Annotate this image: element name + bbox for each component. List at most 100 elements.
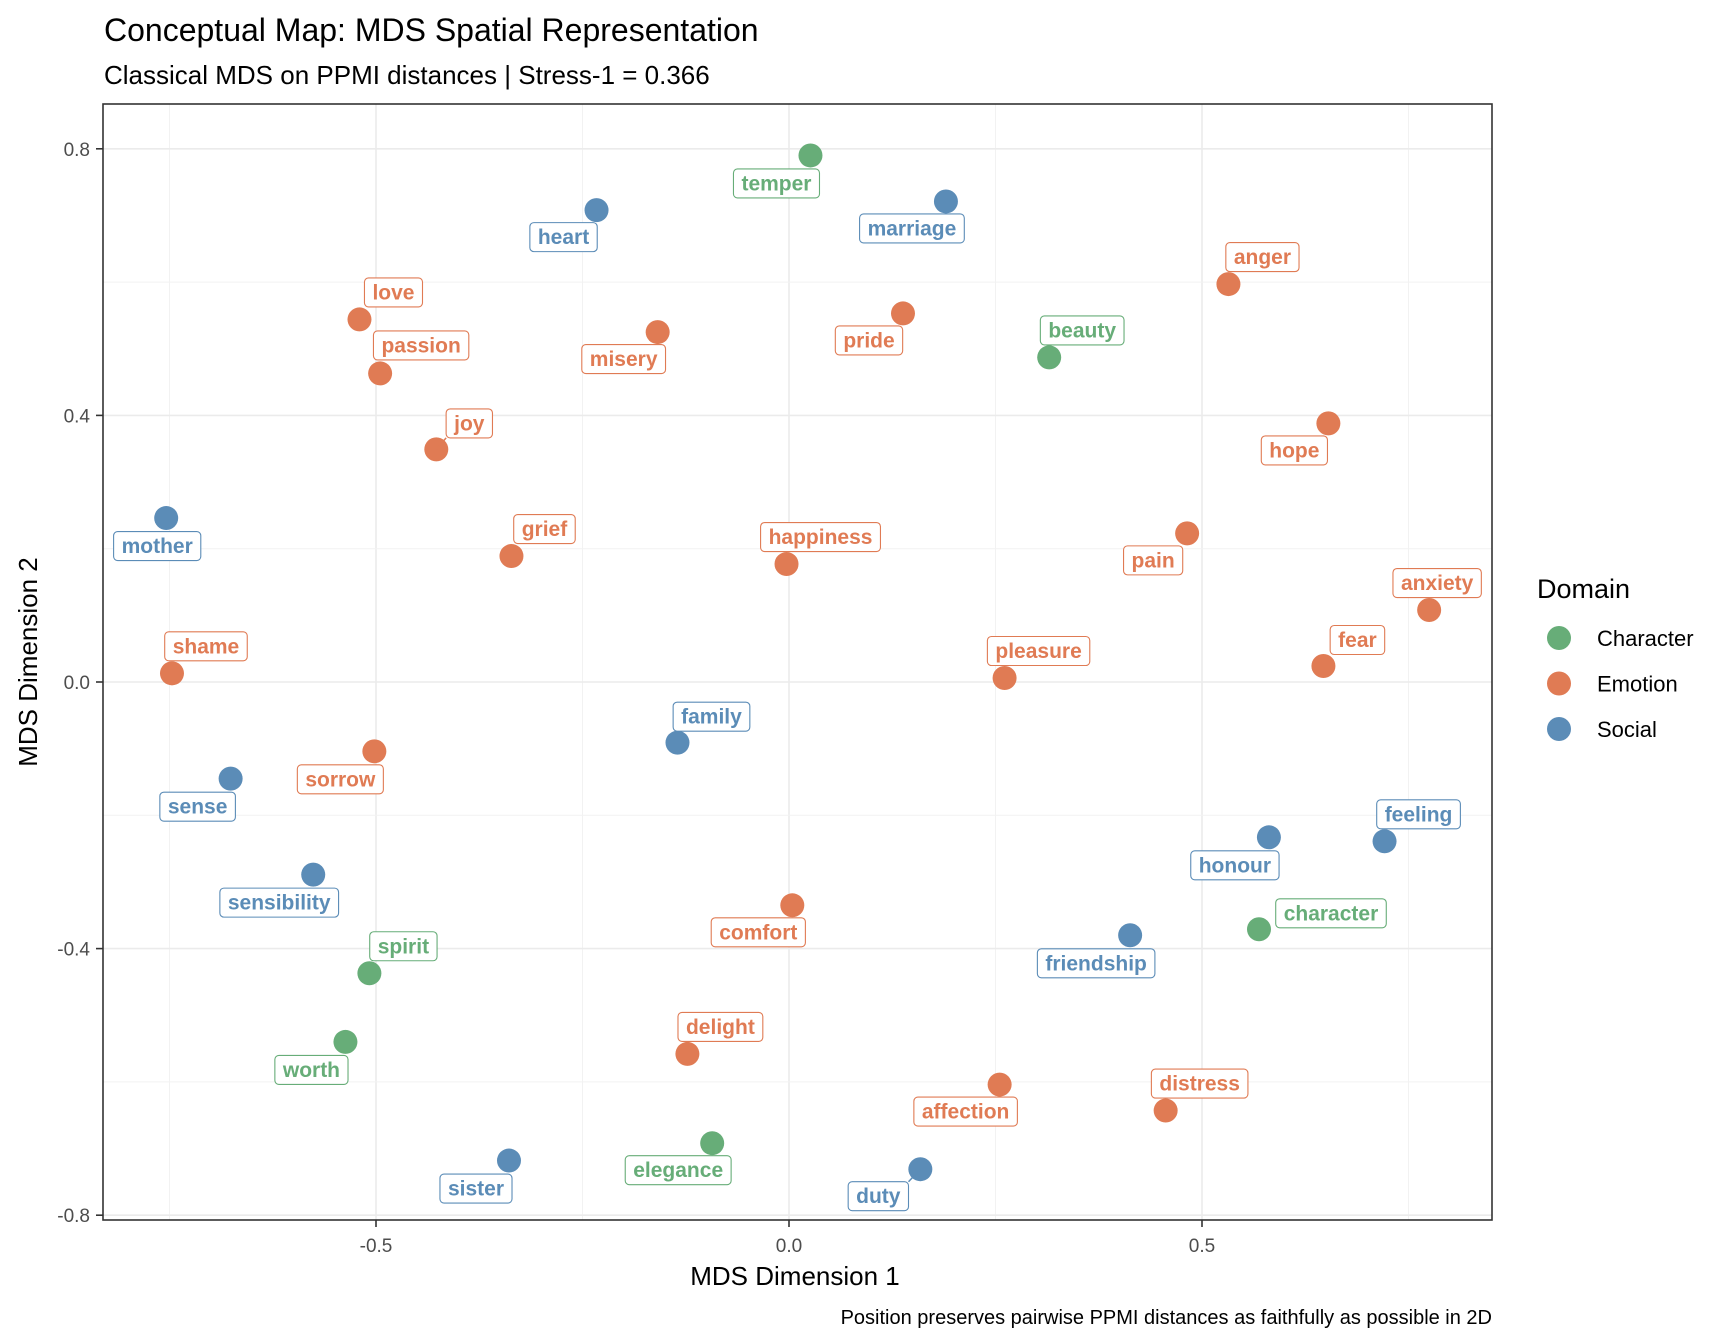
label-text: worth xyxy=(282,1059,340,1082)
point-label-fear: fear xyxy=(1329,624,1386,656)
point-label-comfort: comfort xyxy=(710,917,806,948)
label-box xyxy=(986,635,1091,667)
point-label-pride: pride xyxy=(834,325,904,356)
x-tick-label: 0.0 xyxy=(776,1236,802,1257)
label-box xyxy=(363,277,424,308)
labels-layer: temper heart marriage anger love passion miser… xyxy=(113,168,1482,1212)
point-pleasure xyxy=(992,666,1017,691)
label-box xyxy=(1392,567,1482,599)
point-label-happiness: happiness xyxy=(760,521,882,553)
label-box xyxy=(1225,242,1300,273)
label-text: happiness xyxy=(769,526,873,549)
point-passion xyxy=(368,361,393,386)
point-sense xyxy=(218,766,243,791)
label-box xyxy=(439,1173,513,1204)
axes: -0.5 0.0 0.5 -0.8 -0.4 0.0 0.4 0.8 xyxy=(57,140,1215,1257)
point-worth xyxy=(333,1029,358,1054)
point-label-temper: temper xyxy=(732,168,821,199)
label-text: anger xyxy=(1234,246,1291,269)
label-text: hope xyxy=(1269,439,1319,462)
label-box xyxy=(1036,948,1156,979)
label-box xyxy=(369,931,438,962)
label-text: delight xyxy=(686,1016,755,1039)
point-delight xyxy=(675,1041,700,1066)
x-tick-label: 0.5 xyxy=(1189,1236,1215,1257)
legend-title: Domain xyxy=(1537,574,1630,604)
label-box xyxy=(624,1155,732,1186)
chart-subtitle: Classical MDS on PPMI distances | Stress… xyxy=(104,60,710,90)
point-misery xyxy=(645,320,670,345)
point-love xyxy=(347,307,372,332)
label-connector xyxy=(907,1168,921,1183)
label-text: sorrow xyxy=(305,768,376,791)
point-label-sense: sense xyxy=(159,791,236,822)
point-pride xyxy=(890,301,915,326)
label-box xyxy=(296,764,384,795)
point-label-character: character xyxy=(1275,898,1387,929)
label-text: feeling xyxy=(1385,803,1453,826)
label-box xyxy=(1260,435,1329,466)
legend-key-social xyxy=(1547,717,1571,741)
label-box xyxy=(581,344,667,375)
label-text: sensibility xyxy=(228,892,331,915)
label-box xyxy=(834,325,904,356)
point-label-distress: distress xyxy=(1150,1068,1249,1099)
point-label-joy: joy xyxy=(435,408,494,450)
legend-key-character xyxy=(1547,626,1571,650)
point-sorrow xyxy=(362,739,387,764)
legend-items: Character Emotion Social xyxy=(1547,626,1694,742)
point-label-worth: worth xyxy=(274,1054,349,1085)
label-box xyxy=(859,213,965,244)
point-marriage xyxy=(933,189,958,214)
point-label-passion: passion xyxy=(372,330,470,361)
label-box xyxy=(1190,850,1280,881)
label-box xyxy=(1039,315,1125,346)
point-sister xyxy=(496,1148,521,1173)
label-text: honour xyxy=(1199,854,1271,877)
label-box xyxy=(672,701,751,732)
label-text: friendship xyxy=(1045,952,1147,975)
point-grief xyxy=(499,544,524,569)
point-label-anxiety: anxiety xyxy=(1392,567,1482,599)
point-label-pain: pain xyxy=(1122,545,1184,576)
point-label-sensibility: sensibility xyxy=(219,887,340,918)
point-anxiety xyxy=(1417,598,1442,623)
label-text: fear xyxy=(1338,629,1377,652)
label-text: anxiety xyxy=(1401,572,1474,595)
point-label-misery: misery xyxy=(581,344,667,375)
point-label-family: family xyxy=(672,701,751,732)
point-anger xyxy=(1216,272,1241,297)
label-box xyxy=(1122,545,1184,576)
y-tick-label: -0.4 xyxy=(57,940,90,961)
points-layer xyxy=(154,143,1442,1182)
label-text: beauty xyxy=(1048,319,1116,342)
label-text: elegance xyxy=(633,1159,723,1182)
label-box xyxy=(513,513,576,545)
label-text: pain xyxy=(1132,549,1175,572)
point-label-pleasure: pleasure xyxy=(986,635,1091,667)
point-label-shame: shame xyxy=(164,631,248,662)
label-box xyxy=(732,168,821,199)
point-heart xyxy=(584,198,609,223)
label-text: marriage xyxy=(868,217,957,240)
label-box xyxy=(1376,799,1461,830)
label-box xyxy=(219,887,340,918)
point-label-love: love xyxy=(363,277,424,308)
label-text: love xyxy=(372,281,414,304)
label-text: spirit xyxy=(378,935,429,958)
point-elegance xyxy=(700,1131,725,1156)
point-label-mother: mother xyxy=(113,530,202,562)
label-text: duty xyxy=(856,1185,901,1208)
legend-key-emotion xyxy=(1547,671,1571,696)
point-label-delight: delight xyxy=(677,1011,764,1042)
legend-label-social: Social xyxy=(1597,717,1657,742)
point-label-affection: affection xyxy=(913,1096,1018,1127)
label-text: sense xyxy=(168,796,228,819)
point-honour xyxy=(1256,825,1281,850)
label-box xyxy=(113,530,202,562)
plot-panel-border xyxy=(102,103,1493,1221)
label-box xyxy=(1329,624,1386,656)
label-text: shame xyxy=(173,635,240,658)
point-label-grief: grief xyxy=(513,513,576,545)
label-text: pride xyxy=(843,329,894,352)
